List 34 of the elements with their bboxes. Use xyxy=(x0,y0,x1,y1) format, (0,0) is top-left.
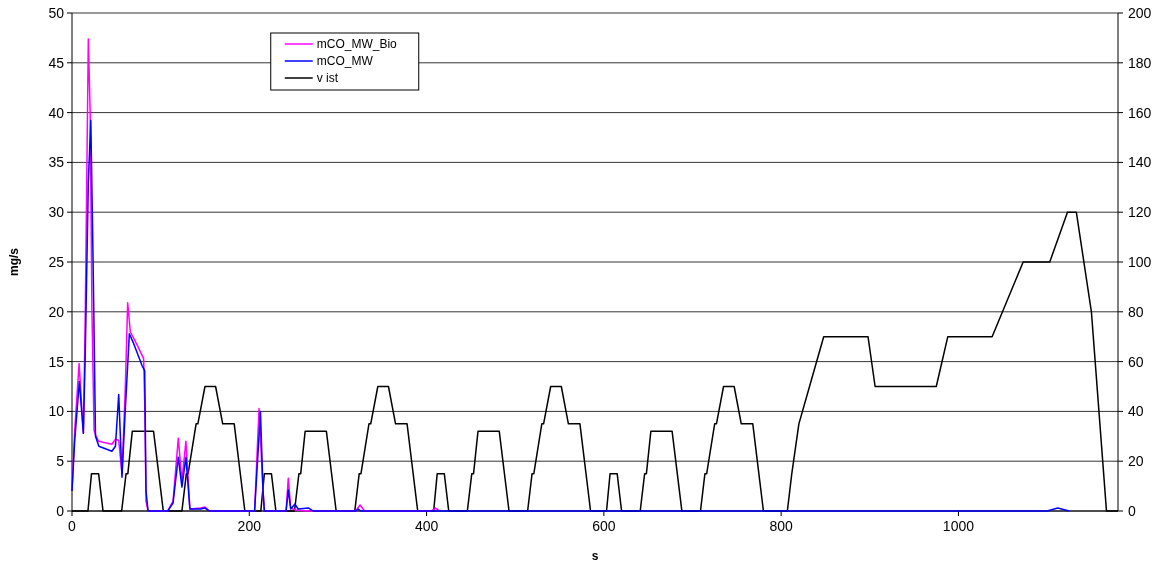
x-tick-label: 1000 xyxy=(942,518,975,534)
x-tick-label: 0 xyxy=(68,518,77,534)
y2-tick-label: 180 xyxy=(1128,54,1152,71)
legend-label: mCO_MW xyxy=(316,54,374,69)
y2-tick-label: 200 xyxy=(1128,4,1152,21)
y2-tick-label: 80 xyxy=(1128,303,1144,320)
y2-tick-label: 100 xyxy=(1128,253,1152,270)
x-tick-label: 400 xyxy=(414,518,439,534)
y-tick-label: 25 xyxy=(48,253,65,270)
y-tick-label: 35 xyxy=(48,154,65,171)
line-series xyxy=(71,119,1070,512)
y-tick-label: 40 xyxy=(48,104,65,121)
y2-tick-label: 160 xyxy=(1128,104,1152,121)
legend-label: mCO_MW_Bio xyxy=(316,37,398,52)
y2-tick-label: 0 xyxy=(1128,502,1136,519)
y2-tick-label: 60 xyxy=(1128,353,1144,370)
y-tick-label: 5 xyxy=(56,453,65,470)
y-tick-label: 15 xyxy=(48,353,65,370)
y-tick-label: 20 xyxy=(48,303,65,320)
y-tick-label: 45 xyxy=(48,54,65,71)
x-tick-label: 200 xyxy=(237,518,262,534)
y2-tick-label: 20 xyxy=(1128,453,1144,470)
y-tick-label: 50 xyxy=(48,4,65,21)
y-tick-label: 10 xyxy=(48,403,65,420)
legend-label: v ist xyxy=(316,71,339,86)
y2-tick-label: 40 xyxy=(1128,403,1144,420)
x-tick-label: 800 xyxy=(769,518,794,534)
y-axis-title: mg/s xyxy=(7,247,21,277)
y2-tick-label: 120 xyxy=(1128,204,1152,221)
x-axis-title: s xyxy=(591,549,599,563)
x-tick-label: 600 xyxy=(592,518,616,534)
y-tick-label: 30 xyxy=(48,204,65,221)
y-tick-label: 0 xyxy=(56,502,65,519)
y2-tick-label: 140 xyxy=(1128,154,1152,171)
